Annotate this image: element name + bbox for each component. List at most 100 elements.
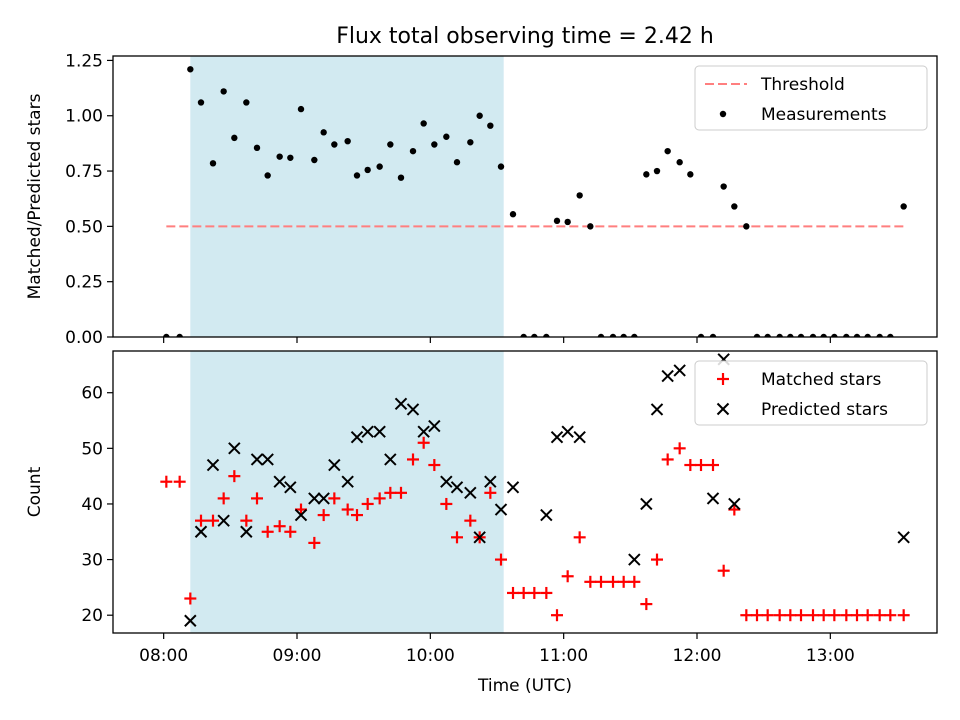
marker-stroke <box>184 614 197 627</box>
legend-measurement-handle <box>719 110 727 118</box>
y-tick-label: 0.00 <box>65 328 103 348</box>
measurement-point <box>697 333 705 337</box>
predicted-star-marker <box>373 425 386 438</box>
predicted-star-marker <box>628 553 641 566</box>
predicted-star-marker <box>428 419 441 433</box>
y-tick-label: 0.50 <box>65 217 103 237</box>
matched-star-marker <box>828 609 841 622</box>
predicted-star-marker <box>228 442 241 455</box>
matched-star-marker <box>595 575 607 588</box>
predicted-star-marker <box>350 431 364 444</box>
marker-stroke <box>250 453 264 466</box>
plot-area <box>160 353 910 627</box>
measurement-point <box>587 223 594 230</box>
measurement-point <box>676 159 683 166</box>
matched-star-marker <box>751 609 763 622</box>
matched-star-marker <box>464 514 477 527</box>
top-ratio-panel: 0.00 0.25 0.50 0.75 1.00 1.25 Matched/Predicte… <box>25 51 938 348</box>
y-tick-label: 0.75 <box>65 162 103 182</box>
x-tick-label: 11:00 <box>539 646 588 666</box>
matched-star-marker <box>308 536 321 549</box>
matched-star-marker <box>284 525 297 538</box>
matched-star-marker <box>440 497 453 510</box>
matched-star-marker <box>517 586 530 599</box>
measurement-point <box>487 122 494 129</box>
marker-stroke <box>350 431 364 444</box>
matched-star-marker <box>395 486 407 499</box>
predicted-star-marker <box>450 481 464 494</box>
marker-stroke <box>328 458 341 472</box>
matched-star-marker <box>673 442 686 455</box>
y-tick-label: 50 <box>81 439 103 459</box>
matched-star-marker <box>628 575 641 588</box>
predicted-star-marker <box>561 425 574 438</box>
matched-star-marker <box>341 503 354 516</box>
predicted-star-marker <box>406 403 420 416</box>
legend: Threshold Measurements <box>694 65 928 131</box>
predicted-star-marker <box>217 514 230 527</box>
matched-star-marker <box>407 453 419 466</box>
matched-star-marker <box>851 609 863 622</box>
measurement-point <box>900 203 907 210</box>
matched-star-marker <box>528 586 541 599</box>
predicted-star-marker <box>361 425 374 438</box>
measurement-point <box>231 134 238 142</box>
matched-star-marker <box>728 503 741 516</box>
measurement-point <box>387 141 394 148</box>
marker-stroke <box>394 397 408 411</box>
predicted-star-marker <box>294 508 308 522</box>
predicted-star-marker <box>317 492 330 505</box>
matched-star-marker <box>195 514 207 527</box>
matched-star-marker <box>207 514 219 527</box>
measurement-point <box>376 163 383 170</box>
x-tick-label: 09:00 <box>273 646 322 666</box>
marker-stroke <box>428 419 441 433</box>
legend-label: Measurements <box>761 105 887 125</box>
marker-stroke <box>573 431 586 444</box>
matched-star-marker <box>451 531 463 544</box>
measurement-point <box>287 154 294 161</box>
predicted-star-marker <box>384 453 397 466</box>
measurement-point <box>543 333 550 337</box>
marker-stroke <box>261 453 274 466</box>
matched-star-marker <box>784 609 797 622</box>
measurement-point <box>664 147 671 155</box>
measurement-point <box>443 133 450 140</box>
marker-stroke <box>484 475 497 488</box>
measurement-point <box>509 211 517 218</box>
predicted-star-marker <box>308 492 321 505</box>
matched-star-marker <box>295 503 307 516</box>
legend-matched-handle <box>717 373 729 385</box>
legend-box <box>694 360 928 426</box>
measurement-point <box>831 333 838 337</box>
matched-star-marker <box>640 598 653 611</box>
measurement-point <box>364 166 371 174</box>
matched-star-marker <box>328 492 341 505</box>
predicted-star-marker <box>328 458 341 472</box>
predicted-star-marker <box>464 486 477 500</box>
x-tick-label: 12:00 <box>673 646 722 666</box>
measurement-point <box>431 141 438 148</box>
marker-stroke <box>206 458 220 472</box>
predicted-star-marker <box>897 531 910 544</box>
marker-stroke <box>494 503 508 516</box>
measurement-point <box>553 217 561 225</box>
marker-stroke <box>217 514 230 527</box>
predicted-star-marker <box>440 475 453 488</box>
matched-star-marker <box>417 436 430 449</box>
marker-stroke <box>284 481 297 494</box>
matched-star-marker <box>384 486 397 499</box>
bottom-count-panel: 20 30 40 50 60 08:00 09:00 10:00 11:00 12:00 13:00… <box>25 350 938 696</box>
observing-span-shade <box>190 56 504 337</box>
measurement-point <box>253 144 261 152</box>
y-tick-label: 20 <box>81 606 103 626</box>
predicted-star-marker <box>250 453 264 466</box>
measurement-point <box>876 333 883 337</box>
measurement-point <box>467 139 474 146</box>
predicted-star-marker <box>284 481 297 494</box>
marker-stroke <box>661 369 674 383</box>
matched-star-marker <box>173 475 186 488</box>
y-tick-label: 30 <box>81 551 103 571</box>
measurement-point <box>453 159 461 166</box>
matched-star-marker <box>695 459 707 472</box>
